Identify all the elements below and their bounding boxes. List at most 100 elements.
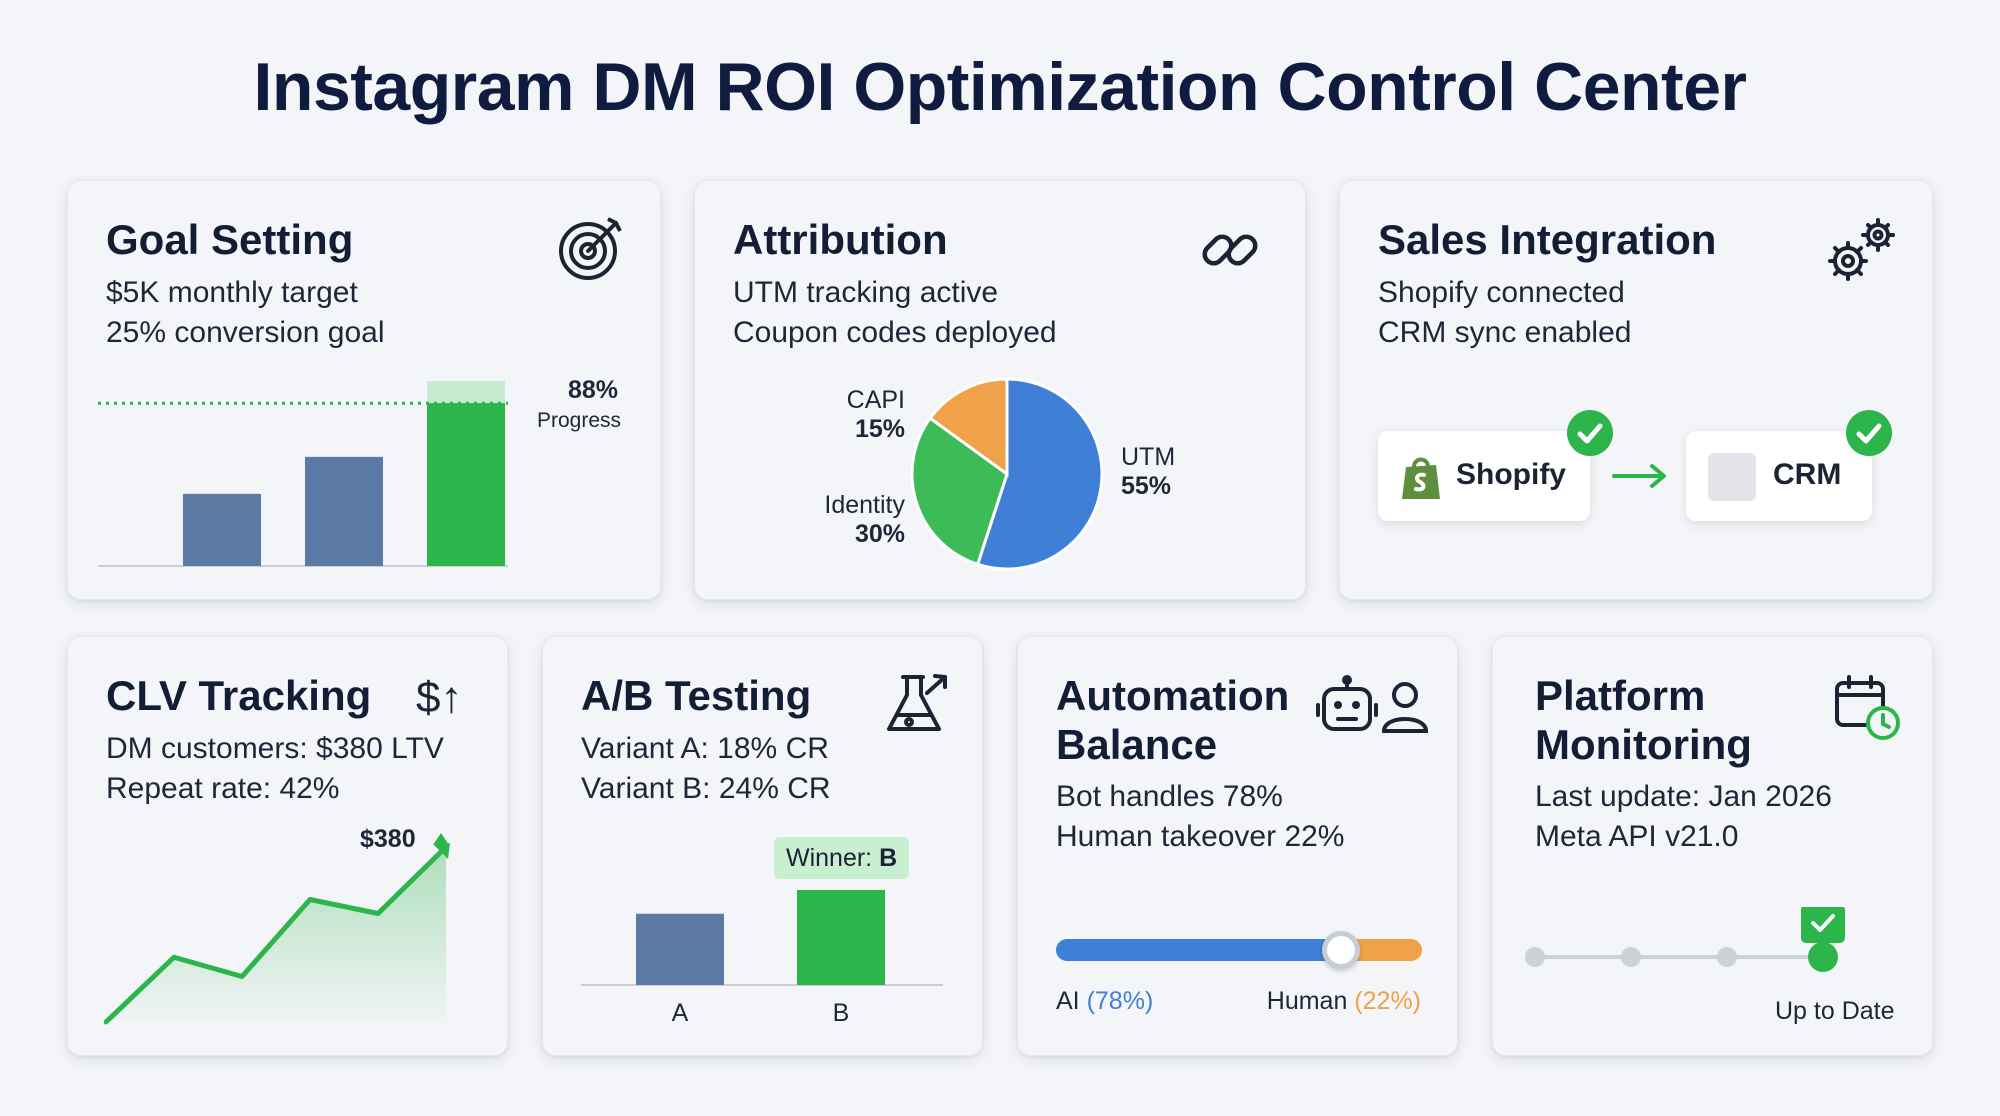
pie-slice-capi <box>928 377 1009 477</box>
clv-area <box>106 847 446 1022</box>
sales-integration-details: Shopify connected CRM sync enabled <box>1378 273 1631 353</box>
clv-peak-label: $380 <box>360 825 416 853</box>
ai-share-label: AI (78%) <box>1056 987 1153 1016</box>
ab-tick-a: A <box>672 999 689 1027</box>
shopify-label: Shopify <box>1456 458 1566 491</box>
timeline-node <box>1525 947 1545 967</box>
winner-prefix: Winner: <box>786 844 880 872</box>
ai-pct: (78%) <box>1086 987 1154 1015</box>
goal-setting-card: Goal Setting $5K monthly target 25% conv… <box>67 180 661 600</box>
ab-line-1: Variant A: 18% CR <box>581 732 829 765</box>
clv-up-triangle-icon <box>433 833 449 845</box>
page-title: Instagram DM ROI Optimization Control Ce… <box>253 49 1747 125</box>
attribution-line-1: UTM tracking active <box>733 276 999 309</box>
robot-icon <box>1316 675 1378 731</box>
automation-details: Bot handles 78% Human takeover 22% <box>1056 777 1345 857</box>
flask-icon <box>887 674 947 731</box>
dollar-up-icon: $↑ <box>416 673 463 722</box>
shopify-check-icon <box>1567 410 1613 456</box>
capi-pct: 15% <box>854 415 905 443</box>
ab-bar-b <box>797 890 885 985</box>
clv-line <box>104 844 449 1025</box>
human-label: Human <box>1266 987 1348 1015</box>
goal-current-bar <box>427 403 505 566</box>
automation-balance-card: Automation Balance Bot handles 78% Human… <box>1017 636 1458 1056</box>
human-pct: (22%) <box>1354 987 1421 1015</box>
attribution-line-2: Coupon codes deployed <box>733 316 1057 349</box>
timeline-node <box>1717 947 1737 967</box>
automation-title: Automation Balance <box>1056 671 1289 769</box>
ab-line-2: Variant B: 24% CR <box>581 772 831 805</box>
platform-monitoring-card: Platform Monitoring Last update: Jan 202… <box>1492 636 1933 1056</box>
calendar-clock-icon <box>1835 675 1900 740</box>
utm-pct: 55% <box>1121 472 1172 500</box>
clv-trend-chart <box>104 843 450 1025</box>
goal-setting-title: Goal Setting <box>106 216 354 263</box>
capi-name: CAPI <box>846 386 905 414</box>
timeline-current-node <box>1808 942 1838 972</box>
automation-title-line-2: Balance <box>1056 721 1218 768</box>
identity-name: Identity <box>824 491 905 519</box>
attribution-details: UTM tracking active Coupon codes deploye… <box>733 273 1057 353</box>
ab-tick-b: B <box>833 999 850 1027</box>
automation-line-1: Bot handles 78% <box>1056 780 1283 813</box>
platform-line-1: Last update: Jan 2026 <box>1535 780 1832 813</box>
link-icon <box>1202 234 1258 266</box>
balance-human-fill <box>1341 939 1422 961</box>
platform-title: Platform Monitoring <box>1535 671 1752 769</box>
ab-bar-a <box>636 913 724 985</box>
sales-line-1: Shopify connected <box>1378 276 1625 309</box>
clv-tracking-card: CLV Tracking $↑ DM customers: $380 LTV R… <box>67 636 508 1056</box>
balance-track <box>1056 939 1422 961</box>
gears-icon <box>1828 218 1895 281</box>
balance-slider-handle[interactable] <box>1322 931 1361 969</box>
person-icon <box>1381 682 1429 733</box>
sales-integration-card: Sales Integration Shopify connected CRM … <box>1339 180 1933 600</box>
crm-logo-placeholder <box>1708 453 1756 501</box>
crm-check-icon <box>1846 410 1892 456</box>
pie-label-capi: CAPI 15% <box>815 386 905 444</box>
status-label: Up to Date <box>1775 997 1895 1025</box>
clv-line-1: DM customers: $380 LTV <box>106 732 444 765</box>
automation-title-line-1: Automation <box>1056 672 1290 719</box>
automation-line-2: Human takeover 22% <box>1056 820 1345 853</box>
clv-arrowhead <box>434 843 450 859</box>
attribution-pie-chart <box>910 377 1104 571</box>
goal-bar-2 <box>305 456 383 566</box>
timeline-node <box>1621 947 1641 967</box>
pie-label-utm: UTM 55% <box>1121 443 1175 501</box>
identity-pct: 30% <box>854 520 905 548</box>
platform-title-line-1: Platform <box>1535 672 1706 719</box>
sync-arrow-icon <box>1612 464 1666 488</box>
goal-setting-details: $5K monthly target 25% conversion goal <box>106 273 385 353</box>
clv-line-2: Repeat rate: 42% <box>106 772 340 805</box>
pie-label-identity: Identity 30% <box>765 491 905 549</box>
check-icon <box>1811 914 1835 932</box>
goal-progress-pct: 88% <box>568 376 619 404</box>
shopify-tile[interactable]: Shopify <box>1378 431 1590 521</box>
attribution-card: Attribution UTM tracking active Coupon c… <box>694 180 1306 600</box>
platform-line-2: Meta API v21.0 <box>1535 820 1739 853</box>
goal-progress-label: Progress <box>537 409 622 432</box>
ai-label: AI <box>1056 987 1080 1015</box>
clv-details: DM customers: $380 LTV Repeat rate: 42% <box>106 729 444 809</box>
winner-badge: Winner: B <box>774 837 910 879</box>
clv-tracking-title: CLV Tracking <box>106 672 372 719</box>
shopify-bag-icon <box>1402 457 1440 499</box>
goal-progress-chart <box>98 381 508 567</box>
pie-slice-identity <box>910 416 1009 567</box>
sales-line-2: CRM sync enabled <box>1378 316 1632 349</box>
target-icon <box>559 217 622 280</box>
ab-details: Variant A: 18% CR Variant B: 24% CR <box>581 729 831 809</box>
winner-value: B <box>879 844 898 872</box>
update-timeline <box>1525 907 1845 972</box>
pie-slice-utm <box>975 377 1104 571</box>
ab-testing-title: A/B Testing <box>581 672 812 719</box>
goal-bar-1 <box>183 493 261 566</box>
utm-name: UTM <box>1121 443 1176 471</box>
platform-title-line-2: Monitoring <box>1535 721 1752 768</box>
balance-ai-fill <box>1056 939 1342 961</box>
ab-testing-card: A/B Testing Variant A: 18% CR Variant B:… <box>542 636 983 1056</box>
crm-tile[interactable]: CRM <box>1686 431 1872 521</box>
